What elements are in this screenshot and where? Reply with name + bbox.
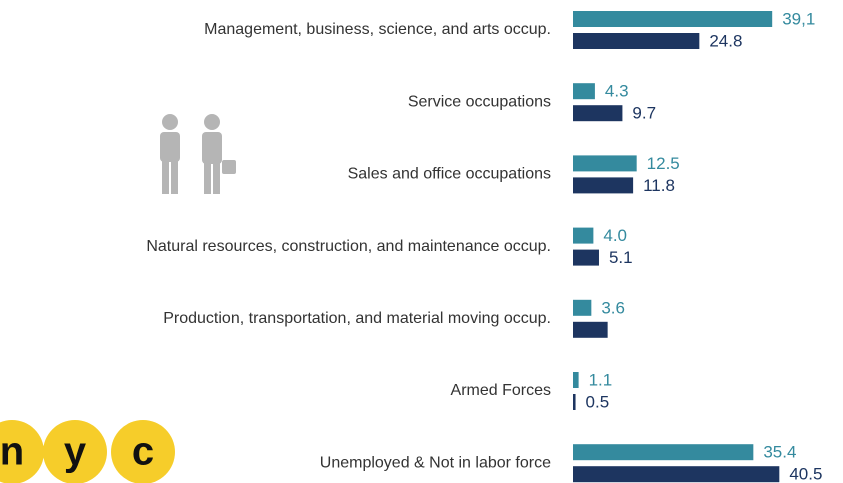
bar: [573, 372, 579, 388]
value-label: 4.3: [605, 82, 629, 101]
bar: [573, 321, 608, 338]
category-label: Management, business, science, and arts …: [204, 21, 551, 38]
bar: [573, 466, 780, 483]
bar: [573, 105, 623, 122]
bar: [573, 11, 773, 27]
category-label: Natural resources, construction, and mai…: [146, 238, 551, 255]
logo-letter: n: [0, 430, 24, 474]
bar: [573, 33, 700, 49]
value-label: 11.8: [643, 176, 675, 195]
bar: [573, 299, 592, 316]
bar: [573, 394, 576, 410]
bar: [573, 249, 599, 266]
value-label: 0.5: [586, 392, 610, 411]
value-label: 3.6: [601, 298, 625, 317]
value-label: 39,1: [782, 9, 815, 28]
logo-letter: c: [132, 430, 154, 474]
value-label: 24.8: [709, 31, 742, 50]
value-label: 1.1: [589, 370, 613, 389]
value-label: 4.0: [603, 226, 627, 245]
workers-icon: [160, 114, 236, 194]
bar: [573, 83, 595, 100]
value-label: 35.4: [763, 443, 796, 462]
category-label: Unemployed & Not in labor force: [320, 454, 551, 471]
value-label: 12.5: [647, 154, 680, 173]
logo-letter: y: [64, 430, 87, 474]
value-label: 40.5: [789, 465, 822, 483]
bar: [573, 227, 594, 244]
value-label: 5.1: [609, 248, 633, 267]
bar: [573, 444, 754, 461]
category-label: Service occupations: [408, 93, 551, 110]
logo: n y c: [0, 420, 175, 483]
category-label: Sales and office occupations: [348, 166, 551, 183]
value-label: 9.7: [632, 104, 656, 123]
category-label: Production, transportation, and material…: [163, 310, 551, 327]
category-label: Armed Forces: [451, 382, 551, 399]
bar: [573, 177, 634, 194]
bar: [573, 155, 637, 172]
